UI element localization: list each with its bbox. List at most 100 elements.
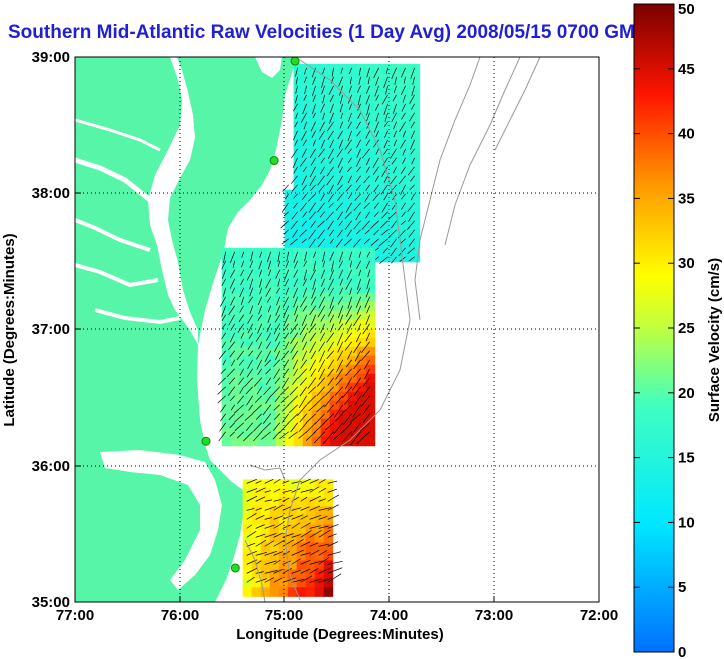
velocity-vector [398, 175, 406, 185]
velocity-cell [410, 99, 421, 110]
velocity-cell [230, 292, 241, 303]
velocity-cell [329, 391, 340, 402]
velocity-vector [293, 251, 299, 263]
velocity-vector [310, 157, 316, 166]
velocity-cell [329, 301, 340, 312]
velocity-cell [302, 216, 313, 227]
velocity-cell [338, 117, 349, 128]
velocity-vector [282, 489, 292, 493]
velocity-vector [318, 515, 328, 520]
velocity-cell [323, 506, 334, 516]
velocity-vector [272, 431, 280, 440]
velocity-cell [383, 162, 394, 173]
velocity-cell [248, 364, 259, 375]
velocity-cell [266, 247, 277, 258]
velocity-vector [329, 94, 334, 103]
velocity-cell [311, 436, 322, 447]
velocity-cell [296, 524, 307, 534]
velocity-vector [273, 478, 281, 484]
velocity-vector [297, 368, 307, 379]
velocity-vector [366, 305, 371, 314]
velocity-cell [410, 90, 421, 101]
velocity-cell [239, 364, 250, 375]
velocity-vector [309, 211, 316, 220]
velocity-cell [293, 63, 304, 74]
velocity-vector [337, 130, 343, 140]
velocity-cell [383, 135, 394, 146]
velocity-vector [336, 332, 344, 346]
velocity-vector [234, 422, 244, 431]
grid-lines [75, 57, 599, 602]
velocity-cell [302, 126, 313, 137]
velocity-vector [403, 76, 406, 84]
velocity-cell [392, 171, 403, 182]
velocity-cell [338, 310, 349, 321]
velocity-cell [230, 355, 241, 366]
velocity-vector [335, 395, 343, 405]
velocity-cell [284, 274, 295, 285]
velocity-vector [337, 341, 344, 353]
velocity-vector [313, 260, 317, 272]
velocity-vector [247, 323, 254, 334]
velocity-vector [335, 413, 343, 422]
velocity-cell [374, 108, 385, 119]
velocity-vector [401, 193, 406, 200]
velocity-vector [300, 496, 308, 502]
velocity-vector [283, 229, 289, 235]
velocity-cell [278, 524, 289, 534]
velocity-vector [337, 323, 344, 331]
velocity-vector [357, 103, 361, 111]
velocity-vector [366, 112, 370, 122]
velocity-cell [266, 265, 277, 276]
velocity-vector [275, 305, 281, 316]
velocity-cell [374, 72, 385, 83]
velocity-cell [365, 319, 376, 330]
velocity-vector [409, 184, 415, 191]
velocity-cell [260, 515, 271, 525]
velocity-cell [320, 63, 331, 74]
velocity-cell [221, 274, 232, 285]
velocity-cell [260, 524, 271, 534]
velocity-vector [274, 395, 280, 403]
velocity-vector [287, 413, 298, 425]
velocity-cell [401, 90, 412, 101]
velocity-vector [264, 570, 278, 574]
velocity-cell [320, 126, 331, 137]
velocity-vector [255, 539, 267, 547]
velocity-cell [323, 488, 334, 498]
velocity-vector [309, 341, 317, 354]
velocity-cell [320, 135, 331, 146]
velocity-cell [374, 252, 385, 263]
velocity-cell [356, 180, 367, 191]
velocity-cell [311, 63, 322, 74]
velocity-vector [365, 85, 370, 94]
velocity-cell [221, 346, 232, 357]
velocity-cell [329, 207, 340, 218]
y-tick-37: 37:00 [32, 321, 70, 338]
velocity-cell [314, 560, 325, 570]
velocity-cell [311, 225, 322, 236]
velocity-cell [338, 90, 349, 101]
velocity-vector [229, 395, 235, 402]
velocity-vector [356, 148, 361, 158]
velocity-vector [309, 549, 320, 556]
velocity-cell [320, 234, 331, 245]
velocity-vector [257, 368, 263, 376]
velocity-vector [384, 130, 388, 138]
velocity-vector [308, 193, 316, 202]
velocity-vector [333, 431, 343, 441]
velocity-cell [248, 391, 259, 402]
velocity-vector [364, 229, 370, 235]
velocity-cell [305, 506, 316, 516]
velocity-vector [220, 413, 227, 422]
velocity-vector [291, 211, 298, 220]
velocity-vector [222, 359, 227, 366]
velocity-vector [317, 202, 325, 213]
velocity-cell [239, 337, 250, 348]
velocity-cell [284, 189, 295, 200]
velocity-cell [284, 328, 295, 339]
velocity-vector [245, 386, 253, 395]
velocity-vector [282, 539, 295, 547]
velocity-vector [366, 251, 371, 258]
